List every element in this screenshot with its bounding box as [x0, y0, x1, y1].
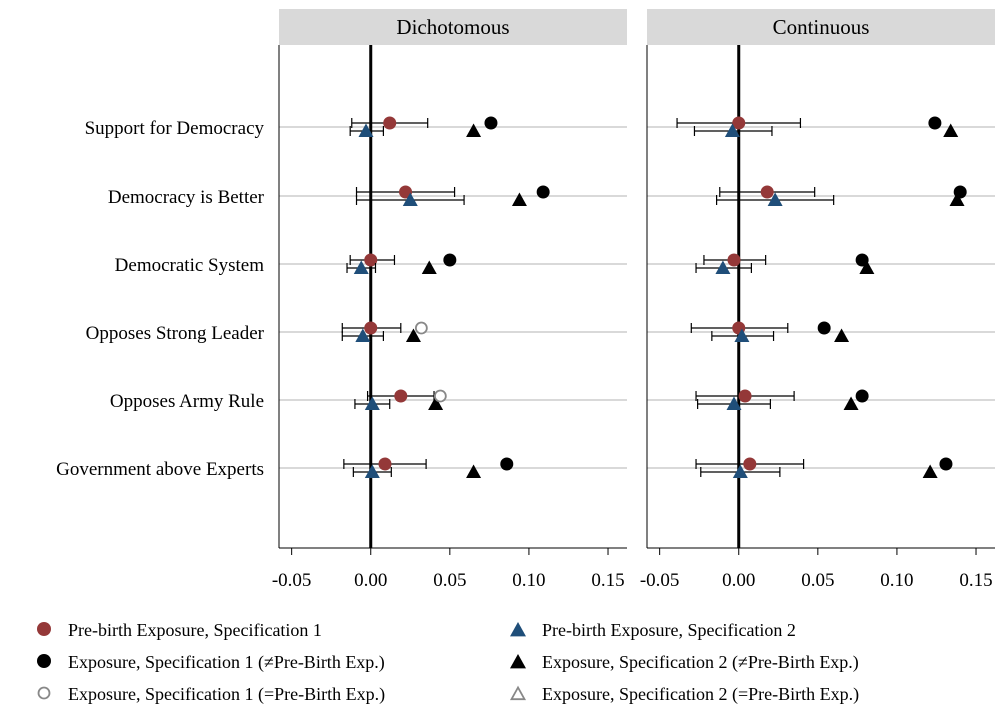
- row-gridlines: [279, 126, 995, 469]
- point-dichotomous-s2-r5: [500, 457, 514, 471]
- x-tick-label-dichotomous-4: 0.15: [591, 570, 624, 591]
- category-label-3: Opposes Strong Leader: [86, 323, 265, 344]
- point-continuous-s0-r4: [738, 389, 752, 403]
- point-continuous-s1-r2: [715, 260, 731, 274]
- point-continuous-s2-r4: [855, 389, 869, 403]
- point-dichotomous-s0-r5: [378, 457, 392, 471]
- x-tick-label-dichotomous-3: 0.10: [512, 570, 545, 591]
- x-tick-label-dichotomous-2: 0.05: [433, 570, 466, 591]
- legend-label-5: Exposure, Specification 2 (=Pre-Birth Ex…: [542, 684, 859, 705]
- point-dichotomous-s1-r3: [355, 328, 371, 342]
- point-continuous-s0-r0: [732, 116, 746, 130]
- data-marks: [341, 116, 967, 478]
- category-label-1: Democracy is Better: [108, 187, 265, 208]
- legend-label-4: Exposure, Specification 1 (=Pre-Birth Ex…: [68, 684, 385, 705]
- point-dichotomous-s0-r4: [394, 389, 408, 403]
- x-tick-label-continuous-1: 0.00: [722, 570, 755, 591]
- category-label-4: Opposes Army Rule: [110, 391, 264, 412]
- point-continuous-s3-r2: [859, 260, 875, 274]
- point-dichotomous-s1-r2: [353, 260, 369, 274]
- point-dichotomous-s3-r0: [466, 123, 482, 137]
- point-continuous-s0-r5: [743, 457, 757, 471]
- legend-hollow-triangle-icon-5: [509, 685, 527, 701]
- legend-label-1: Pre-birth Exposure, Specification 2: [542, 620, 796, 640]
- x-tick-label-dichotomous-0: -0.05: [272, 570, 312, 591]
- point-dichotomous-s0-r2: [364, 253, 378, 267]
- x-tick-label-dichotomous-1: 0.00: [354, 570, 387, 591]
- point-dichotomous-s1-r5: [364, 464, 380, 478]
- category-label-5: Government above Experts: [56, 459, 264, 480]
- point-continuous-s3-r3: [834, 328, 850, 342]
- point-continuous-s3-r4: [843, 396, 859, 410]
- point-continuous-s2-r0: [928, 116, 942, 130]
- point-continuous-s0-r1: [760, 185, 774, 199]
- legend-filled-circle-icon-2: [37, 654, 51, 668]
- x-tick-label-continuous-0: -0.05: [640, 570, 680, 591]
- point-dichotomous-s3-r2: [421, 260, 437, 274]
- category-label-2: Democratic System: [115, 255, 265, 276]
- point-dichotomous-s2-r1: [536, 185, 550, 199]
- legend-filled-triangle-icon-1: [510, 622, 526, 637]
- legend-filled-circle-icon-0: [37, 622, 51, 636]
- x-tick-label-continuous-4: 0.15: [959, 570, 992, 591]
- point-continuous-s0-r2: [727, 253, 741, 267]
- x-tick-label-continuous-2: 0.05: [801, 570, 834, 591]
- x-tick-label-continuous-3: 0.10: [880, 570, 913, 591]
- point-dichotomous-s1-r0: [358, 123, 374, 137]
- point-dichotomous-s0-r3: [364, 321, 378, 335]
- point-dichotomous-s3-r5: [466, 464, 482, 478]
- point-dichotomous-s4-r4: [433, 389, 447, 403]
- point-dichotomous-s2-r0: [484, 116, 498, 130]
- point-dichotomous-s1-r4: [364, 396, 380, 410]
- panel-title-dichotomous: Dichotomous: [396, 15, 509, 39]
- point-continuous-s3-r0: [943, 123, 959, 137]
- category-label-0: Support for Democracy: [85, 118, 265, 139]
- point-continuous-s1-r5: [732, 464, 748, 478]
- point-continuous-s1-r1: [767, 192, 783, 206]
- point-dichotomous-s3-r3: [405, 328, 421, 342]
- point-continuous-s3-r5: [922, 464, 938, 478]
- point-continuous-s3-r1: [949, 192, 965, 206]
- legend-hollow-circle-icon-4: [37, 686, 51, 700]
- point-dichotomous-s3-r4: [428, 396, 444, 410]
- legend: Pre-birth Exposure, Specification 1 Pre-b…: [37, 620, 859, 705]
- point-dichotomous-s0-r0: [383, 116, 397, 130]
- point-continuous-s1-r3: [734, 328, 750, 342]
- legend-label-2: Exposure, Specification 1 (≠Pre-Birth Ex…: [68, 652, 385, 673]
- point-dichotomous-s2-r2: [443, 253, 457, 267]
- legend-label-3: Exposure, Specification 2 (≠Pre-Birth Ex…: [542, 652, 859, 673]
- point-continuous-s2-r5: [939, 457, 953, 471]
- point-continuous-s1-r4: [726, 396, 742, 410]
- panel-title-continuous: Continuous: [773, 15, 870, 39]
- legend-filled-triangle-icon-3: [510, 654, 526, 669]
- panel-header-continuous: [647, 9, 995, 45]
- point-dichotomous-s1-r1: [402, 192, 418, 206]
- panel-header-dichotomous: [279, 9, 627, 45]
- point-continuous-s2-r3: [817, 321, 831, 335]
- point-dichotomous-s4-r3: [414, 321, 428, 335]
- legend-label-0: Pre-birth Exposure, Specification 1: [68, 620, 322, 640]
- category-labels: Support for Democracy Democracy is Better…: [56, 118, 265, 480]
- point-continuous-s1-r0: [724, 123, 740, 137]
- point-dichotomous-s3-r1: [511, 192, 527, 206]
- x-axis: -0.05 0.00 0.05 0.10 0.15 -0.05 0.00 0.05 0.10 0.…: [272, 548, 993, 591]
